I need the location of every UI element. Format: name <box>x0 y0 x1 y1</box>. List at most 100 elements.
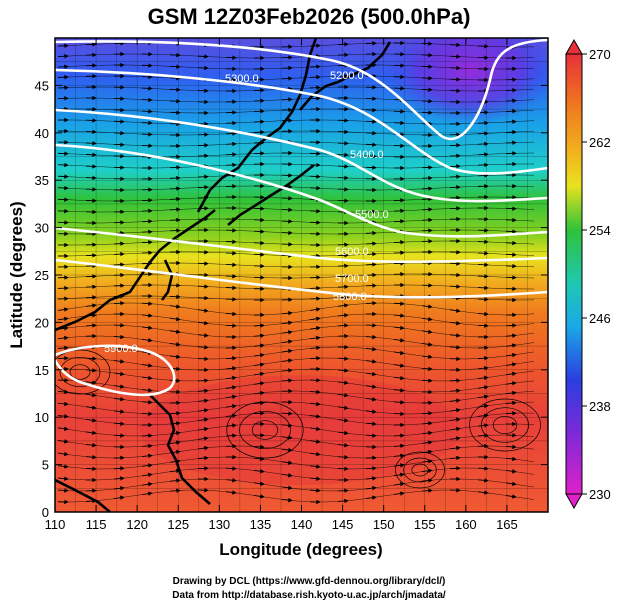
vortex-streamline <box>469 398 541 452</box>
colorbar-ticks: 270 262 254 246 238 230 <box>582 47 611 502</box>
map-plot-area: 5200.0 5300.0 5400.0 5500.0 5600.0 5700.… <box>55 38 548 512</box>
y-tick-label: 45 <box>35 78 49 93</box>
y-axis-label: Latitude (degrees) <box>7 201 26 348</box>
streamline <box>57 141 535 147</box>
vortex-streamline <box>55 349 111 395</box>
vortex-streamline <box>411 463 429 477</box>
streamline <box>57 53 535 59</box>
y-tick-label: 10 <box>35 410 49 425</box>
contour-label-5700: 5700.0 <box>335 273 369 285</box>
streamline <box>57 163 534 169</box>
y-tick-label: 35 <box>35 173 49 188</box>
vortex-streamline <box>226 401 304 459</box>
streamline <box>57 174 535 180</box>
contour-label-5600: 5600.0 <box>335 246 369 258</box>
colorbar: 270 262 254 246 238 230 <box>565 38 611 510</box>
streamline <box>57 478 535 492</box>
streamline <box>57 434 535 448</box>
x-axis-ticks: 110 115 120 125 130 135 140 145 150 155 160 165 <box>45 38 518 532</box>
streamline <box>57 86 535 92</box>
streamline <box>57 423 535 437</box>
vortex-streamline <box>59 356 101 388</box>
streamline <box>57 130 535 136</box>
streamline <box>58 119 535 125</box>
contour-label-5900: 5900.0 <box>104 343 138 355</box>
colorbar-tick-label: 254 <box>589 223 611 238</box>
x-tick-label: 135 <box>250 517 272 532</box>
x-tick-label: 115 <box>86 517 107 532</box>
vortex-streamline <box>395 451 445 489</box>
x-tick-label: 110 <box>45 517 66 532</box>
height-contours <box>55 38 548 397</box>
x-tick-label: 130 <box>208 517 230 532</box>
contour-label-5200: 5200.0 <box>330 70 364 82</box>
x-tick-label: 160 <box>455 517 477 532</box>
streamline <box>57 75 535 81</box>
vortex-streamline <box>403 457 437 483</box>
streamline <box>57 357 535 371</box>
vortex-streamline <box>251 420 279 440</box>
streamline <box>57 196 535 202</box>
streamline <box>57 313 535 327</box>
contour-label-5400: 5400.0 <box>350 149 384 161</box>
streamline <box>57 262 535 268</box>
cold-core-trough <box>385 38 548 125</box>
streamline <box>57 240 535 246</box>
streamline <box>57 64 535 70</box>
streamline <box>57 302 535 316</box>
credit-drawing: Drawing by DCL (https://www.gfd-dennou.o… <box>173 576 446 587</box>
streamline <box>57 401 535 415</box>
x-tick-label: 140 <box>291 517 313 532</box>
colorbar-tick-label: 270 <box>589 47 611 62</box>
x-tick-label: 145 <box>332 517 354 532</box>
y-tick-label: 0 <box>42 505 49 520</box>
colorbar-bottom-arrow <box>565 493 583 510</box>
vortex-streamline <box>239 410 291 450</box>
x-tick-label: 120 <box>126 517 148 532</box>
streamline <box>57 467 535 481</box>
colorbar-tick-label: 238 <box>589 399 611 414</box>
y-tick-label: 15 <box>35 363 49 378</box>
contour-label-5300: 5300.0 <box>225 73 259 85</box>
streamline <box>57 324 535 338</box>
vortex-streamline <box>492 415 518 435</box>
streamline <box>57 152 535 158</box>
contour-labels: 5200.0 5300.0 5400.0 5500.0 5600.0 5700.… <box>104 70 389 355</box>
streamline <box>57 97 535 103</box>
streamline <box>57 108 535 114</box>
vortex-streamline <box>481 407 529 443</box>
colorbar-tick-label: 246 <box>589 311 611 326</box>
credit-data: Data from http://database.rish.kyoto-u.a… <box>172 590 446 601</box>
streamline <box>57 390 535 404</box>
chart-title: GSM 12Z03Feb2026 (500.0hPa) <box>148 4 471 29</box>
streamline <box>57 218 535 224</box>
streamline <box>57 335 535 349</box>
streamline <box>57 379 535 393</box>
colorbar-top-arrow <box>565 38 583 55</box>
streamline <box>57 229 535 235</box>
x-tick-label: 155 <box>414 517 436 532</box>
y-tick-label: 20 <box>35 315 49 330</box>
colorbar-tick-label: 262 <box>589 135 611 150</box>
y-axis-ticks: 0 5 10 15 20 25 30 35 40 45 <box>35 78 548 520</box>
x-tick-label: 165 <box>496 517 518 532</box>
y-tick-label: 25 <box>35 268 49 283</box>
streamline <box>57 346 535 360</box>
x-tick-label: 150 <box>373 517 395 532</box>
streamline <box>57 207 535 213</box>
streamline <box>57 185 535 191</box>
streamline <box>57 445 535 459</box>
x-tick-label: 125 <box>167 517 189 532</box>
colorbar-tick-label: 230 <box>589 487 611 502</box>
vortex-streamline <box>69 364 91 380</box>
contour-label-5800: 5800.0 <box>333 291 367 303</box>
contour-label-5500: 5500.0 <box>355 209 389 221</box>
streamline <box>58 368 535 382</box>
streamline <box>57 489 535 503</box>
y-tick-label: 30 <box>35 221 49 236</box>
colorbar-body <box>565 53 583 495</box>
streamline <box>57 273 535 279</box>
y-tick-label: 40 <box>35 126 49 141</box>
y-tick-label: 5 <box>42 458 49 473</box>
